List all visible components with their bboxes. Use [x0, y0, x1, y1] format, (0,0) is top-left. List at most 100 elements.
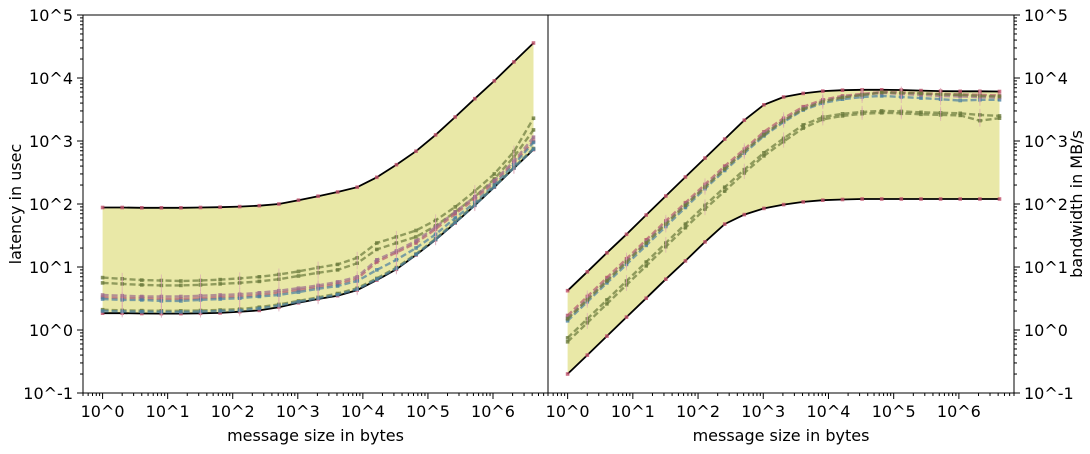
latency-data-point [492, 172, 497, 176]
latency-data-point [531, 128, 536, 132]
bandwidth-data-point [879, 94, 884, 98]
latency-data-point [531, 140, 536, 145]
bandwidth-data-point [978, 197, 982, 201]
bandwidth-data-point [781, 202, 786, 207]
latency-data-point [316, 194, 320, 198]
latency-y-axis-label: latency in usec [6, 144, 25, 265]
latency-data-point [179, 294, 183, 299]
latency-y-tick-label: 10^0 [29, 321, 73, 340]
bandwidth-data-point [879, 88, 884, 92]
latency-data-point [257, 275, 262, 279]
bandwidth-data-point [565, 288, 570, 293]
latency-data-point [140, 206, 144, 210]
latency-data-point [414, 235, 418, 239]
bandwidth-data-point [762, 103, 766, 107]
latency-data-point [140, 278, 144, 282]
latency-data-point [335, 282, 340, 286]
bandwidth-y-tick-label: 10^4 [1024, 69, 1068, 88]
bandwidth-data-point [879, 90, 884, 95]
latency-data-point [140, 283, 144, 287]
latency-data-point [257, 203, 262, 208]
bandwidth-series-line-5 [566, 109, 1000, 339]
bandwidth-y-tick-label: 10^2 [1024, 195, 1068, 214]
bandwidth-data-point [801, 123, 805, 127]
bandwidth-data-point [565, 317, 570, 321]
latency-data-point [257, 306, 262, 311]
latency-data-point [375, 277, 379, 281]
bandwidth-data-point [860, 197, 864, 201]
bandwidth-data-point [958, 93, 962, 97]
latency-data-point [492, 79, 497, 83]
bandwidth-data-point [722, 185, 727, 189]
latency-data-point [296, 288, 301, 292]
bandwidth-data-point [958, 98, 962, 103]
bandwidth-y-tick-label: 10^3 [1024, 132, 1068, 151]
latency-data-point [453, 210, 457, 214]
bandwidth-data-point [879, 109, 884, 113]
latency-data-point [375, 260, 379, 264]
latency-data-point [394, 162, 399, 167]
bandwidth-data-point [958, 113, 962, 118]
bandwidth-x-tick-label: 10^1 [611, 402, 655, 421]
latency-data-point [140, 309, 144, 314]
bandwidth-data-point [821, 89, 825, 93]
bandwidth-data-point [919, 91, 923, 96]
bandwidth-data-point [762, 154, 766, 158]
latency-data-point [414, 239, 418, 243]
bandwidth-data-point [644, 241, 648, 245]
bandwidth-data-point [703, 240, 707, 244]
bandwidth-data-point [624, 232, 629, 237]
latency-data-point [375, 241, 379, 245]
bandwidth-data-point [997, 116, 1002, 120]
bandwidth-y-tick-label: 10^5 [1024, 6, 1068, 25]
latency-x-tick-label: 10^4 [341, 402, 385, 421]
latency-data-point [453, 205, 457, 209]
bandwidth-data-point [801, 107, 805, 111]
latency-data-point [296, 286, 301, 290]
bandwidth-data-point [664, 194, 668, 198]
bandwidth-data-point [899, 197, 904, 201]
bandwidth-data-point [958, 89, 962, 94]
bandwidth-y-tick-label: 10^-1 [1024, 384, 1074, 403]
latency-data-point [296, 269, 301, 274]
bandwidth-data-point [683, 200, 688, 205]
bandwidth-x-axis-label: message size in bytes [693, 426, 870, 445]
latency-data-point [140, 294, 144, 299]
latency-data-point [218, 277, 222, 282]
bandwidth-data-point [644, 243, 648, 248]
bandwidth-data-point [605, 334, 609, 338]
latency-data-point [296, 198, 301, 202]
bandwidth-data-point [722, 164, 727, 168]
bandwidth-data-point [762, 206, 766, 211]
latency-data-point [140, 298, 144, 302]
bandwidth-data-point [919, 112, 923, 117]
latency-data-point [198, 205, 203, 210]
bandwidth-data-point [605, 298, 609, 302]
latency-data-point [179, 299, 183, 303]
latency-data-point [375, 268, 379, 272]
bandwidth-data-point [683, 222, 688, 226]
bandwidth-data-point [565, 336, 570, 340]
latency-y-tick-label: 10^2 [29, 195, 73, 214]
bandwidth-data-point [722, 189, 727, 193]
latency-data-point [120, 205, 124, 210]
bandwidth-data-point [919, 110, 923, 115]
bandwidth-x-tick-label: 10^5 [872, 402, 916, 421]
latency-data-point [237, 204, 242, 209]
latency-data-point [414, 228, 418, 233]
bandwidth-data-point [781, 95, 786, 99]
bandwidth-series-line-6 [566, 111, 1000, 343]
latency-data-point [179, 297, 183, 301]
latency-data-point [414, 252, 418, 257]
latency-data-point [453, 115, 457, 119]
bandwidth-data-point [997, 114, 1002, 118]
bandwidth-data-point [683, 175, 688, 179]
bandwidth-data-point [683, 225, 688, 230]
latency-data-point [335, 262, 340, 267]
latency-y-tick-label: 10^1 [29, 258, 73, 277]
bandwidth-data-point [605, 279, 609, 283]
bandwidth-data-point [664, 277, 668, 281]
latency-x-tick-label: 10^2 [211, 402, 255, 421]
latency-data-point [179, 279, 183, 283]
bandwidth-data-point [919, 96, 923, 100]
